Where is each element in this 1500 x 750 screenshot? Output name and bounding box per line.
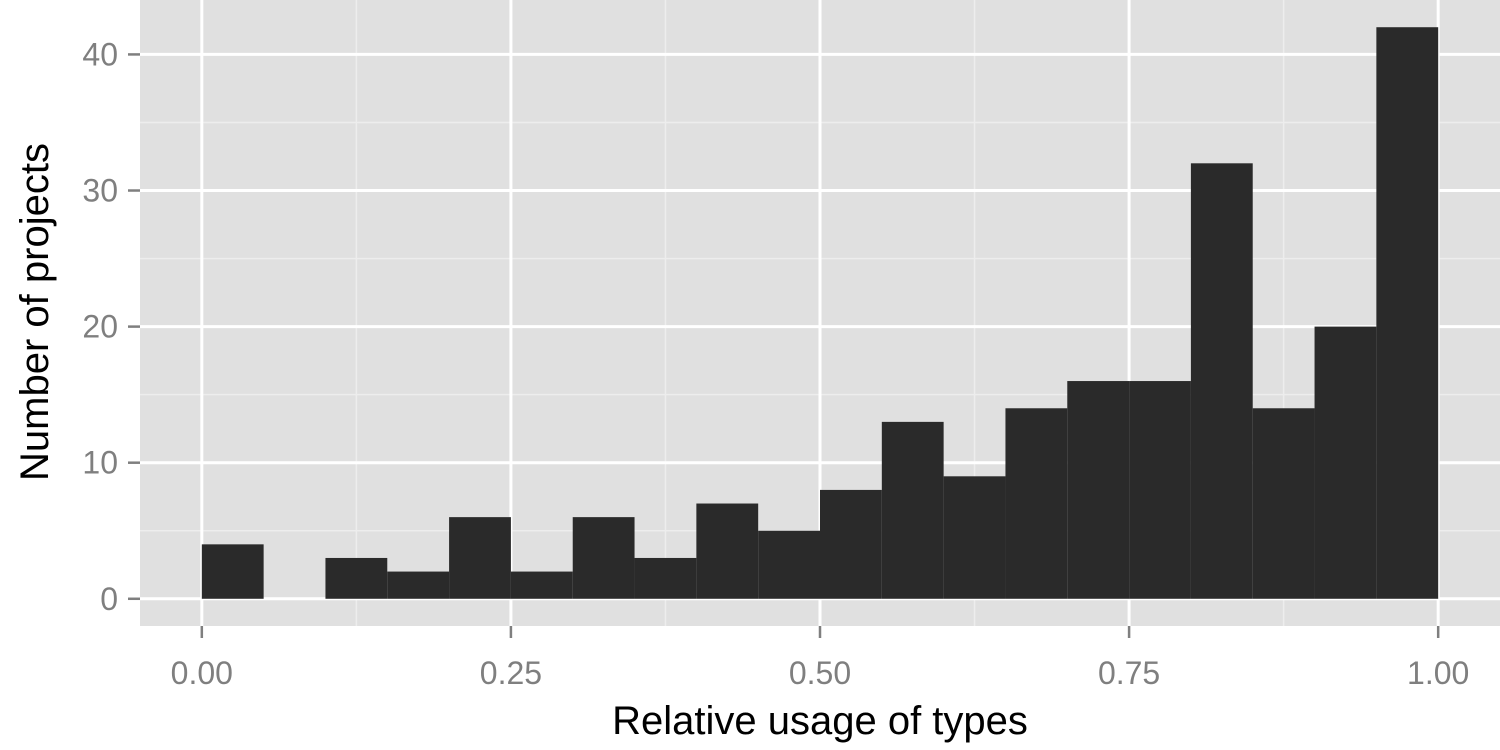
histogram-bar bbox=[1129, 381, 1191, 599]
y-tick-label: 40 bbox=[82, 36, 118, 72]
histogram-bar bbox=[758, 530, 820, 599]
y-tick-label: 10 bbox=[82, 445, 118, 481]
histogram-bar bbox=[449, 517, 511, 599]
histogram-bar bbox=[1005, 408, 1068, 599]
histogram-bar bbox=[881, 421, 944, 599]
histogram-bar bbox=[943, 476, 1006, 599]
histogram-bar bbox=[634, 557, 697, 599]
y-tick-label: 20 bbox=[82, 309, 118, 345]
histogram-bar bbox=[820, 489, 882, 599]
x-tick-label: 1.00 bbox=[1407, 655, 1469, 691]
y-tick-label: 0 bbox=[100, 581, 118, 617]
y-axis-title: Number of projects bbox=[13, 143, 57, 481]
histogram-bar bbox=[325, 557, 388, 599]
histogram-bar bbox=[1314, 326, 1377, 599]
x-tick-label: 0.50 bbox=[789, 655, 851, 691]
x-axis: 0.00 0.25 0.50 0.75 1.00 bbox=[171, 626, 1469, 691]
histogram-bar bbox=[1252, 408, 1315, 599]
histogram-bar bbox=[572, 517, 635, 599]
x-tick-label: 0.00 bbox=[171, 655, 233, 691]
y-tick-label: 30 bbox=[82, 173, 118, 209]
x-tick-label: 0.75 bbox=[1098, 655, 1160, 691]
histogram-bars bbox=[201, 27, 1439, 599]
histogram-bar bbox=[1190, 163, 1253, 599]
x-axis-title: Relative usage of types bbox=[612, 699, 1028, 743]
histogram-bar bbox=[1067, 381, 1130, 599]
histogram-bar bbox=[387, 571, 450, 599]
histogram-bar bbox=[510, 571, 573, 599]
histogram-bar bbox=[1376, 27, 1439, 599]
histogram-bar bbox=[201, 544, 264, 599]
y-axis: 0 10 20 30 40 bbox=[82, 36, 140, 617]
x-tick-label: 0.25 bbox=[480, 655, 542, 691]
histogram-bar bbox=[696, 503, 759, 599]
